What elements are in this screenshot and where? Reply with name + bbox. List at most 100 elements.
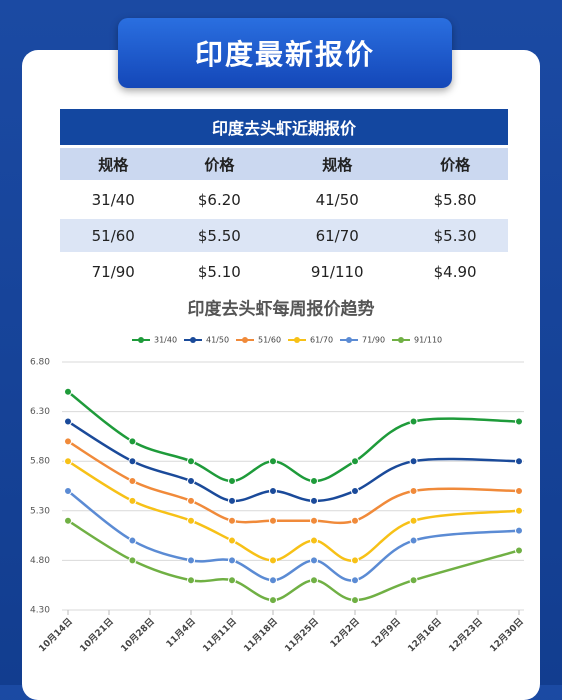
point: [64, 437, 72, 446]
table-cell: $5.50: [166, 219, 273, 252]
point: [515, 546, 523, 555]
table-cell: $5.80: [402, 183, 508, 216]
point: [269, 576, 277, 585]
column-header: 规格: [60, 148, 167, 180]
point: [310, 536, 318, 545]
point: [128, 477, 137, 486]
legend-label: 91/110: [414, 336, 442, 345]
point: [128, 437, 137, 446]
table-cell: 91/110: [272, 255, 403, 288]
x-tick-label: 11月4日: [164, 616, 198, 650]
x-tick-label: 12月23日: [447, 616, 485, 654]
point: [310, 477, 318, 486]
point: [228, 576, 236, 585]
x-tick-label: 10月21日: [78, 616, 116, 654]
point: [64, 486, 72, 495]
x-tick-label: 12月9日: [369, 616, 403, 650]
point: [187, 457, 195, 466]
point: [515, 417, 523, 426]
point: [228, 556, 236, 565]
table-cell: 61/70: [272, 219, 403, 252]
x-tick-label: 11月25日: [283, 616, 321, 654]
point: [310, 556, 318, 565]
point: [228, 516, 236, 525]
x-tick-label: 10月28日: [119, 616, 157, 654]
point: [187, 516, 195, 525]
point: [228, 496, 236, 505]
series-line: [67, 489, 520, 582]
point: [351, 576, 359, 585]
point: [128, 457, 137, 466]
table-row: 51/60 $5.50 61/70 $5.30: [60, 219, 508, 252]
table-title: 印度去头虾近期报价: [60, 109, 508, 145]
point: [515, 506, 523, 515]
point: [310, 496, 318, 505]
column-header: 价格: [166, 148, 273, 180]
point: [310, 576, 318, 585]
legend-label: 71/90: [362, 336, 385, 345]
legend-label: 51/60: [258, 336, 281, 345]
point: [351, 556, 359, 565]
point: [351, 596, 359, 605]
table-row: 71/90 $5.10 91/110 $4.90: [60, 255, 508, 288]
point: [269, 516, 277, 525]
legend-marker: [294, 337, 300, 343]
y-tick-label: 6.80: [30, 358, 50, 368]
point: [64, 417, 72, 426]
point: [310, 516, 318, 525]
table-cell: $6.20: [166, 183, 273, 216]
point: [515, 526, 523, 535]
table-cell: $4.90: [402, 255, 508, 288]
price-table: 印度去头虾近期报价 规格 价格 规格 价格 31/40 $6.20 41/50 $5.80 5…: [60, 106, 508, 291]
point: [409, 516, 418, 525]
table-cell: 31/40: [60, 183, 167, 216]
point: [409, 536, 418, 545]
legend-marker: [242, 337, 248, 343]
point: [128, 536, 137, 545]
point: [409, 457, 418, 466]
point: [409, 417, 418, 426]
point: [269, 486, 277, 495]
table-cell: $5.30: [402, 219, 508, 252]
point: [269, 596, 277, 605]
point: [409, 576, 418, 585]
y-tick-label: 5.30: [30, 506, 50, 516]
series-line: [67, 390, 520, 483]
point: [515, 457, 523, 466]
point: [128, 496, 137, 505]
legend-label: 61/70: [310, 336, 333, 345]
point: [128, 556, 137, 565]
point: [64, 516, 72, 525]
x-tick-label: 12月30日: [488, 616, 526, 654]
chart-title: 印度去头虾每周报价趋势: [188, 299, 375, 320]
y-tick-label: 4.30: [30, 606, 50, 616]
point: [64, 457, 72, 466]
point: [228, 536, 236, 545]
page: 印度最新报价 印度去头虾近期报价 规格 价格 规格 价格 31/40 $6.20 41/5…: [29, 18, 526, 655]
legend-marker: [190, 337, 196, 343]
point: [187, 556, 195, 565]
legend-marker: [138, 337, 144, 343]
point: [187, 576, 195, 585]
x-tick-label: 12月2日: [328, 616, 362, 650]
y-tick-label: 5.80: [30, 457, 50, 467]
table-cell: $5.10: [166, 255, 273, 288]
table-row: 31/40 $6.20 41/50 $5.80: [60, 183, 508, 216]
table-cell: 51/60: [60, 219, 167, 252]
x-tick-label: 11月11日: [201, 616, 239, 654]
y-tick-label: 4.80: [30, 556, 50, 566]
legend-label: 31/40: [154, 336, 177, 345]
point: [269, 457, 277, 466]
point: [187, 496, 195, 505]
chart: 印度去头虾每周报价趋势 4.30 4.80 5.30 5.80 6.30 6.80 10月1…: [30, 299, 526, 655]
point: [409, 486, 418, 495]
header-title: 印度最新报价: [118, 18, 452, 88]
column-header: 价格: [402, 148, 508, 180]
point: [515, 486, 523, 495]
point: [228, 477, 236, 486]
point: [351, 486, 359, 495]
y-tick-label: 6.30: [30, 407, 50, 417]
table-cell: 71/90: [60, 255, 167, 288]
x-tick-label: 10月14日: [37, 616, 75, 654]
legend-marker: [346, 337, 352, 343]
